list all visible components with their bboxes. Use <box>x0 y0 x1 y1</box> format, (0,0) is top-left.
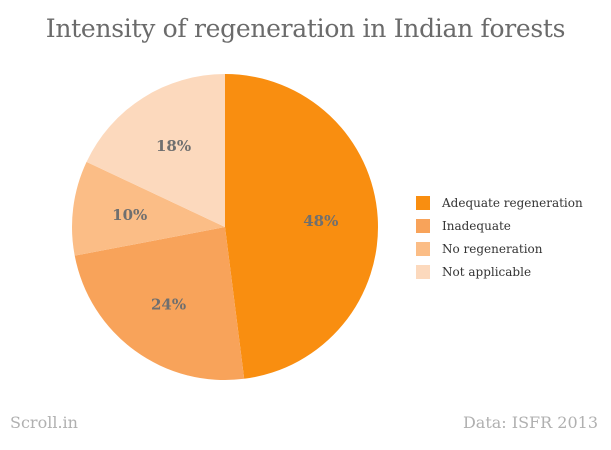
legend-swatch <box>416 195 430 210</box>
slice-label: 18% <box>156 137 191 155</box>
legend-swatch <box>416 241 430 256</box>
legend-item: Adequate regeneration <box>416 191 583 214</box>
pie-slice-not-applicable <box>86 74 225 227</box>
chart-title: Intensity of regeneration in Indian fore… <box>45 14 566 43</box>
data-credit: Data: ISFR 2013 <box>462 413 598 432</box>
slice-label: 48% <box>303 212 338 230</box>
source-brand: Scroll.in <box>10 413 78 432</box>
legend-label: Not applicable <box>442 264 532 279</box>
pie-slice-inadequate <box>74 227 245 380</box>
legend-swatch <box>416 218 430 233</box>
legend-label: No regeneration <box>442 241 543 256</box>
legend-label: Adequate regeneration <box>442 195 583 210</box>
slice-label: 10% <box>112 206 147 224</box>
pie-slice-no-regeneration <box>72 161 226 256</box>
legend-swatch <box>416 264 430 279</box>
legend-label: Inadequate <box>442 218 511 233</box>
pie-slice-adequate-regeneration <box>225 74 378 379</box>
legend: Adequate regeneration Inadequate No regene… <box>416 191 583 283</box>
legend-item: No regeneration <box>416 237 583 260</box>
legend-item: Inadequate <box>416 214 583 237</box>
legend-item: Not applicable <box>416 260 583 283</box>
slice-label: 24% <box>151 296 186 314</box>
